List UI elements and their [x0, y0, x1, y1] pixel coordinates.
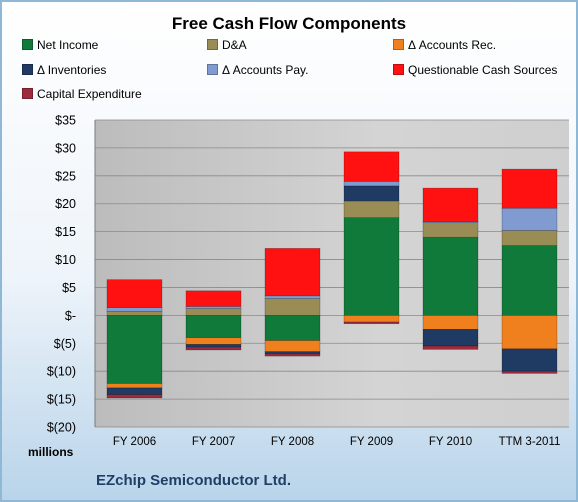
- bar-segment: [264, 340, 321, 352]
- legend-item-da: D&A: [207, 38, 247, 52]
- bar-segment: [185, 344, 242, 348]
- legend-swatch: [393, 39, 404, 50]
- bar-segment: [264, 315, 321, 341]
- y-tick-label: $35: [55, 114, 76, 128]
- y-tick-label: $(10): [47, 365, 76, 379]
- bar-segment: [185, 306, 242, 309]
- bar-segment: [422, 187, 479, 222]
- bar-segment: [501, 315, 558, 350]
- bar-segment: [343, 315, 400, 323]
- y-tick-label: $20: [55, 197, 76, 211]
- bar-segment: [422, 221, 479, 224]
- bar-segment: [106, 279, 163, 308]
- legend-swatch: [207, 39, 218, 50]
- legend-label: D&A: [222, 38, 247, 52]
- bar-segment: [501, 348, 558, 372]
- bar-segment: [422, 345, 479, 350]
- bar-segment: [422, 315, 479, 330]
- bar-segment: [422, 329, 479, 347]
- legend-swatch: [22, 39, 33, 50]
- legend-swatch: [207, 64, 218, 75]
- bar-segment: [106, 315, 163, 384]
- bar-segment: [185, 290, 242, 307]
- bar-segment: [422, 236, 479, 316]
- x-tick-label: FY 2009: [350, 436, 393, 448]
- bar-segment: [185, 337, 242, 345]
- bar-segment: [343, 217, 400, 316]
- legend-label: Δ Accounts Pay.: [222, 63, 309, 77]
- legend-swatch: [393, 64, 404, 75]
- legend-swatch: [22, 64, 33, 75]
- bar-segment: [343, 200, 400, 218]
- bar-segment: [343, 151, 400, 182]
- bar-segment: [106, 383, 163, 389]
- bar-segment: [501, 230, 558, 246]
- bar-segment: [185, 315, 242, 338]
- bar-segment: [264, 248, 321, 297]
- bar-segment: [106, 387, 163, 395]
- bar-segment: [422, 222, 479, 238]
- bar-segment: [264, 295, 321, 299]
- bar-segment: [185, 308, 242, 316]
- legend-label: Δ Inventories: [37, 63, 107, 77]
- bar-segment: [106, 394, 163, 399]
- bar-segment: [501, 168, 558, 209]
- y-tick-label: $30: [55, 141, 76, 155]
- legend-item-accounts-rec: Δ Accounts Rec.: [393, 38, 496, 52]
- legend-label: Questionable Cash Sources: [408, 63, 558, 77]
- y-tick-label: $-: [65, 309, 76, 323]
- company-name: EZchip Semiconductor Ltd.: [96, 472, 292, 489]
- units-label: millions: [28, 445, 74, 459]
- legend-item-accounts-pay: Δ Accounts Pay.: [207, 63, 309, 77]
- bar-segment: [185, 346, 242, 351]
- legend-label: Capital Expenditure: [37, 87, 142, 101]
- y-tick-label: $25: [55, 169, 76, 183]
- legend-item-questionable-cash: Questionable Cash Sources: [393, 63, 557, 77]
- bar-segment: [264, 298, 321, 316]
- legend-swatch: [22, 88, 33, 99]
- bar-segment: [264, 351, 321, 355]
- x-tick-label: FY 2010: [429, 436, 472, 448]
- legend-item-inventories: Δ Inventories: [22, 63, 106, 77]
- bar-segment: [106, 307, 163, 312]
- bar-segment: [343, 181, 400, 187]
- y-tick-label: $15: [55, 225, 76, 239]
- plot-area: [95, 120, 569, 427]
- legend-label: Net Income: [37, 38, 99, 52]
- x-tick-label: FY 2007: [192, 436, 235, 448]
- y-tick-label: $5: [62, 281, 76, 295]
- legend-label: Δ Accounts Rec.: [408, 38, 497, 52]
- chart-title: Free Cash Flow Components: [171, 14, 407, 33]
- y-tick-label: $(20): [47, 421, 76, 435]
- bar-segment: [106, 311, 163, 316]
- y-tick-label: $(15): [47, 393, 76, 407]
- bar-segment: [501, 207, 558, 231]
- x-tick-label: FY 2008: [271, 436, 314, 448]
- x-tick-label: FY 2006: [113, 436, 156, 448]
- bar-segment: [343, 185, 400, 202]
- bar-segment: [264, 353, 321, 357]
- bar-segment: [501, 370, 558, 374]
- y-tick-label: $(5): [54, 337, 76, 351]
- bar-segment: [343, 321, 400, 325]
- x-tick-label: TTM 3-2011: [499, 436, 561, 448]
- legend-item-net-income: Net Income: [22, 38, 98, 52]
- legend-item-capex: Capital Expenditure: [22, 87, 142, 101]
- y-tick-label: $10: [55, 253, 76, 267]
- bar-segment: [501, 245, 558, 316]
